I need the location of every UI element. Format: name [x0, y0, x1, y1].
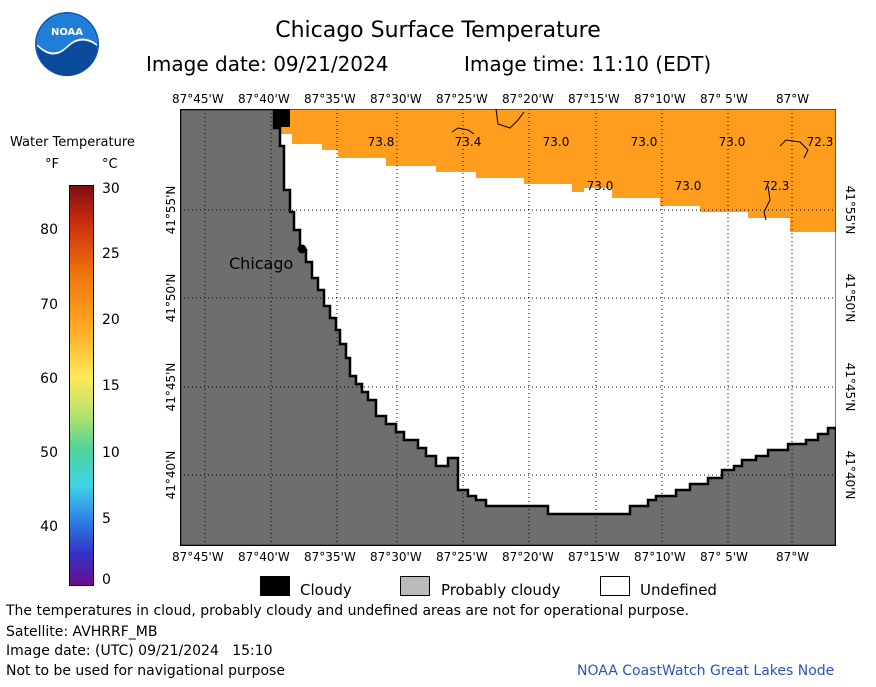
land-region: [180, 109, 836, 546]
f-tick: 50: [40, 445, 58, 461]
lon-label-bottom: 87°40'W: [238, 550, 290, 564]
lon-label-top: 87°45'W: [172, 92, 224, 106]
f-tick: 70: [40, 297, 58, 313]
c-tick: 30: [102, 181, 120, 197]
image-date: Image date: 09/21/2024: [146, 52, 389, 76]
utc-date: Image date: (UTC) 09/21/2024 15:10: [6, 643, 273, 659]
lat-label-right: 41°45'N: [843, 362, 857, 412]
lat-label-left: 41°40'N: [164, 450, 178, 500]
legend-cloudy: Cloudy: [300, 581, 352, 599]
lon-label-top: 87°20'W: [502, 92, 554, 106]
f-tick: 40: [40, 519, 58, 535]
c-tick: 25: [102, 246, 120, 262]
temperature-colorbar: [69, 185, 94, 586]
lon-label-bottom: 87°20'W: [502, 550, 554, 564]
unit-celsius: °C: [102, 157, 118, 172]
c-tick: 0: [102, 572, 111, 588]
c-tick: 10: [102, 445, 120, 461]
lat-label-right: 41°50'N: [843, 273, 857, 323]
navigation-warning: Not to be used for navigational purpose: [6, 663, 285, 679]
legend-undefined: Undefined: [640, 581, 717, 599]
lon-label-bottom: 87°25'W: [436, 550, 488, 564]
lon-label-top: 87°30'W: [370, 92, 422, 106]
lat-label-right: 41°55'N: [843, 185, 857, 235]
lon-label-top: 87°W: [776, 92, 810, 106]
unit-fahrenheit: °F: [45, 157, 59, 172]
temp-label: 73.0: [675, 179, 702, 193]
c-tick: 15: [102, 378, 120, 394]
lon-label-bottom: 87°10'W: [634, 550, 686, 564]
lon-label-top: 87°35'W: [304, 92, 356, 106]
temp-label: 73.0: [631, 135, 658, 149]
f-tick: 80: [40, 222, 58, 238]
lat-label-right: 41°40'N: [843, 450, 857, 500]
city-label: Chicago: [229, 254, 293, 273]
temp-label: 73.4: [455, 135, 482, 149]
c-tick: 20: [102, 312, 120, 328]
svg-text:NOAA: NOAA: [51, 27, 83, 38]
lat-label-left: 41°50'N: [164, 273, 178, 323]
lat-label-left: 41°55'N: [164, 185, 178, 235]
lon-label-top: 87° 5'W: [700, 92, 748, 106]
temp-label: 73.0: [543, 135, 570, 149]
lon-label-top: 87°40'W: [238, 92, 290, 106]
temp-label: 73.0: [719, 135, 746, 149]
lon-label-top: 87°10'W: [634, 92, 686, 106]
lon-label-bottom: 87°45'W: [172, 550, 224, 564]
map-title: Chicago Surface Temperature: [275, 18, 601, 43]
swatch-undefined: [600, 576, 630, 596]
temp-label: 72.3: [763, 179, 790, 193]
lon-label-top: 87°25'W: [436, 92, 488, 106]
credit: NOAA CoastWatch Great Lakes Node: [577, 663, 835, 679]
legend-probably-cloudy: Probably cloudy: [441, 581, 561, 599]
f-tick: 60: [40, 371, 58, 387]
warm-water-region: [276, 109, 836, 232]
lon-label-bottom: 87° 5'W: [700, 550, 748, 564]
lon-label-bottom: 87°W: [776, 550, 810, 564]
temp-label: 72.3: [807, 135, 834, 149]
disclaimer: The temperatures in cloud, probably clou…: [6, 603, 690, 619]
temperature-map: Chicago 73.8 73.4 73.0 73.0 73.0 72.3 73…: [180, 109, 836, 546]
c-tick: 5: [102, 511, 111, 527]
lon-label-top: 87°15'W: [568, 92, 620, 106]
temp-label: 73.0: [587, 179, 614, 193]
lon-label-bottom: 87°35'W: [304, 550, 356, 564]
image-time: Image time: 11:10 (EDT): [464, 52, 712, 76]
lon-label-bottom: 87°30'W: [370, 550, 422, 564]
legend-title: Water Temperature: [10, 135, 135, 150]
chicago-marker: [297, 244, 307, 254]
satellite-info: Satellite: AVHRRF_MB: [6, 624, 158, 640]
temp-label: 73.8: [368, 135, 395, 149]
swatch-cloudy: [260, 576, 290, 596]
swatch-probably-cloudy: [400, 576, 430, 596]
noaa-logo: NOAA: [35, 12, 99, 76]
lat-label-left: 41°45'N: [164, 362, 178, 412]
lon-label-bottom: 87°15'W: [568, 550, 620, 564]
